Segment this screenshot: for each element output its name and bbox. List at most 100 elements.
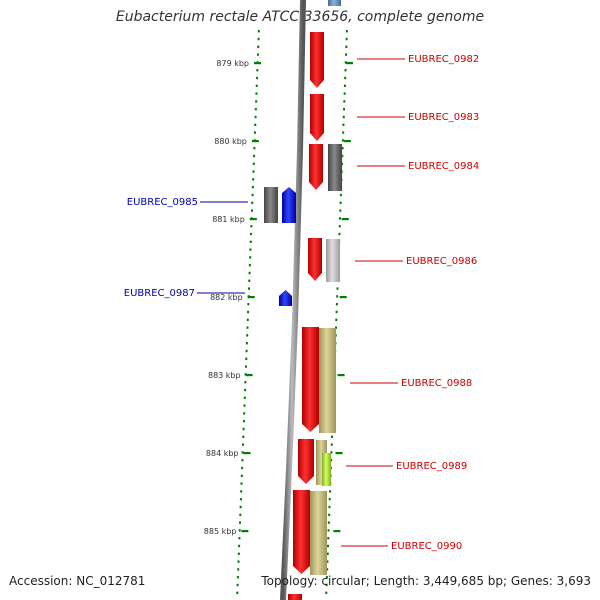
cds-feature-eubrec-0989[interactable]	[298, 439, 314, 484]
right-dotted-guide	[345, 53, 348, 56]
right-dotted-guide	[338, 225, 341, 228]
cog-feature-eubrec-0984[interactable]	[328, 144, 342, 191]
left-dotted-guide	[252, 178, 255, 181]
gene-label-eubrec-0990[interactable]: EUBREC_0990	[391, 541, 462, 552]
left-dotted-guide	[257, 30, 260, 33]
left-dotted-guide	[242, 420, 245, 423]
right-dotted-guide	[330, 443, 333, 446]
left-dotted-guide	[257, 37, 260, 41]
ruler-tick-right	[337, 374, 345, 377]
left-dotted-guide	[239, 505, 242, 509]
left-dotted-guide	[256, 76, 259, 80]
left-dotted-guide	[257, 45, 260, 48]
ruler-tick-right	[346, 62, 353, 65]
gene-label-eubrec-0986[interactable]: EUBREC_0986	[406, 256, 477, 267]
cds-feature-eubrec-0984[interactable]	[309, 144, 323, 190]
right-dotted-guide	[343, 108, 346, 111]
left-dotted-guide	[246, 326, 249, 329]
left-dotted-guide	[247, 303, 250, 306]
left-dotted-guide	[248, 279, 251, 282]
left-dotted-guide	[253, 154, 256, 158]
left-dotted-guide	[236, 591, 239, 594]
ruler-tick-left	[243, 452, 251, 455]
ruler-tick-label: 885 kbp	[204, 527, 237, 536]
gene-label-eubrec-0982[interactable]: EUBREC_0982	[408, 54, 479, 65]
left-dotted-guide	[254, 115, 257, 119]
cds-feature-eubrec-0987[interactable]	[279, 290, 292, 306]
cog-feature-eubrec-0982[interactable]	[328, 0, 341, 6]
genome-backbone	[280, 0, 306, 600]
left-dotted-guide	[237, 552, 240, 555]
right-dotted-guide	[325, 576, 328, 579]
accession-text: Accession: NC_012781	[9, 574, 146, 588]
left-dotted-guide	[239, 521, 242, 524]
right-dotted-guide	[327, 537, 330, 540]
right-dotted-guide	[344, 76, 347, 80]
ruler-tick-left	[249, 218, 257, 221]
right-dotted-guide	[344, 69, 347, 72]
left-dotted-guide	[251, 201, 254, 204]
cog-feature-eubrec-0985[interactable]	[264, 187, 278, 223]
right-dotted-guide	[327, 544, 330, 548]
ruler-tick-right	[339, 296, 347, 299]
cds-feature-eubrec-0985[interactable]	[282, 187, 296, 223]
left-dotted-guide	[242, 427, 245, 431]
left-dotted-guide	[237, 560, 240, 563]
right-dotted-guide	[342, 123, 345, 126]
left-dotted-guide	[252, 162, 255, 165]
left-dotted-guide	[246, 318, 249, 321]
left-dotted-guide	[241, 466, 244, 470]
left-dotted-guide	[240, 490, 243, 493]
cds-feature-eubrec-0988[interactable]	[302, 327, 319, 432]
cds-feature-eubrec-0990[interactable]	[293, 490, 310, 574]
cog-feature-eubrec-0988[interactable]	[319, 328, 336, 433]
right-dotted-guide	[335, 318, 338, 321]
left-dotted-guide	[255, 100, 258, 103]
right-dotted-guide	[336, 287, 339, 290]
gene-label-eubrec-0987[interactable]: EUBREC_0987	[124, 288, 195, 299]
right-dotted-guide	[325, 583, 328, 587]
right-dotted-guide	[344, 61, 347, 64]
left-dotted-guide	[239, 498, 242, 501]
left-dotted-guide	[245, 357, 248, 360]
cog-lime-feature-eubrec-0989[interactable]	[322, 453, 331, 486]
right-dotted-guide	[335, 303, 338, 306]
cds-feature-eubrec-0983[interactable]	[310, 94, 324, 141]
cds-feature-next[interactable]	[288, 594, 302, 600]
cds-feature-eubrec-0982[interactable]	[310, 32, 324, 88]
right-dotted-guide	[345, 37, 348, 41]
right-dotted-guide	[339, 209, 342, 212]
right-dotted-guide	[343, 100, 346, 103]
gene-label-eubrec-0983[interactable]: EUBREC_0983	[408, 112, 479, 123]
cds-feature-eubrec-0986[interactable]	[308, 238, 322, 281]
left-dotted-guide	[244, 388, 247, 392]
cog-feature-eubrec-0986[interactable]	[326, 239, 340, 282]
cog-feature-eubrec-0989[interactable]	[316, 440, 327, 485]
ruler-tick-right	[335, 452, 343, 455]
left-dotted-guide	[242, 435, 245, 438]
right-dotted-guide	[326, 552, 329, 555]
gene-label-eubrec-0984[interactable]: EUBREC_0984	[408, 161, 479, 172]
right-dotted-guide	[331, 435, 334, 438]
left-dotted-guide	[246, 334, 249, 337]
left-dotted-guide	[236, 583, 239, 587]
left-dotted-guide	[249, 240, 252, 243]
left-dotted-guide	[252, 170, 255, 173]
left-dotted-guide	[243, 396, 246, 399]
left-dotted-guide	[248, 271, 251, 275]
left-dotted-guide	[250, 209, 253, 212]
ruler-tick-label: 883 kbp	[208, 371, 241, 380]
cog-feature-eubrec-0990[interactable]	[310, 491, 327, 575]
right-dotted-guide	[343, 84, 346, 87]
gene-label-eubrec-0989[interactable]: EUBREC_0989	[396, 461, 467, 472]
left-dotted-guide	[251, 186, 254, 189]
left-dotted-guide	[254, 123, 257, 126]
right-dotted-guide	[327, 521, 330, 524]
left-dotted-guide	[245, 342, 248, 345]
gene-label-eubrec-0985[interactable]: EUBREC_0985	[127, 197, 198, 208]
left-dotted-guide	[248, 264, 251, 267]
right-dotted-guide	[343, 92, 346, 95]
gene-label-eubrec-0988[interactable]: EUBREC_0988	[401, 378, 472, 389]
left-dotted-guide	[243, 404, 246, 407]
